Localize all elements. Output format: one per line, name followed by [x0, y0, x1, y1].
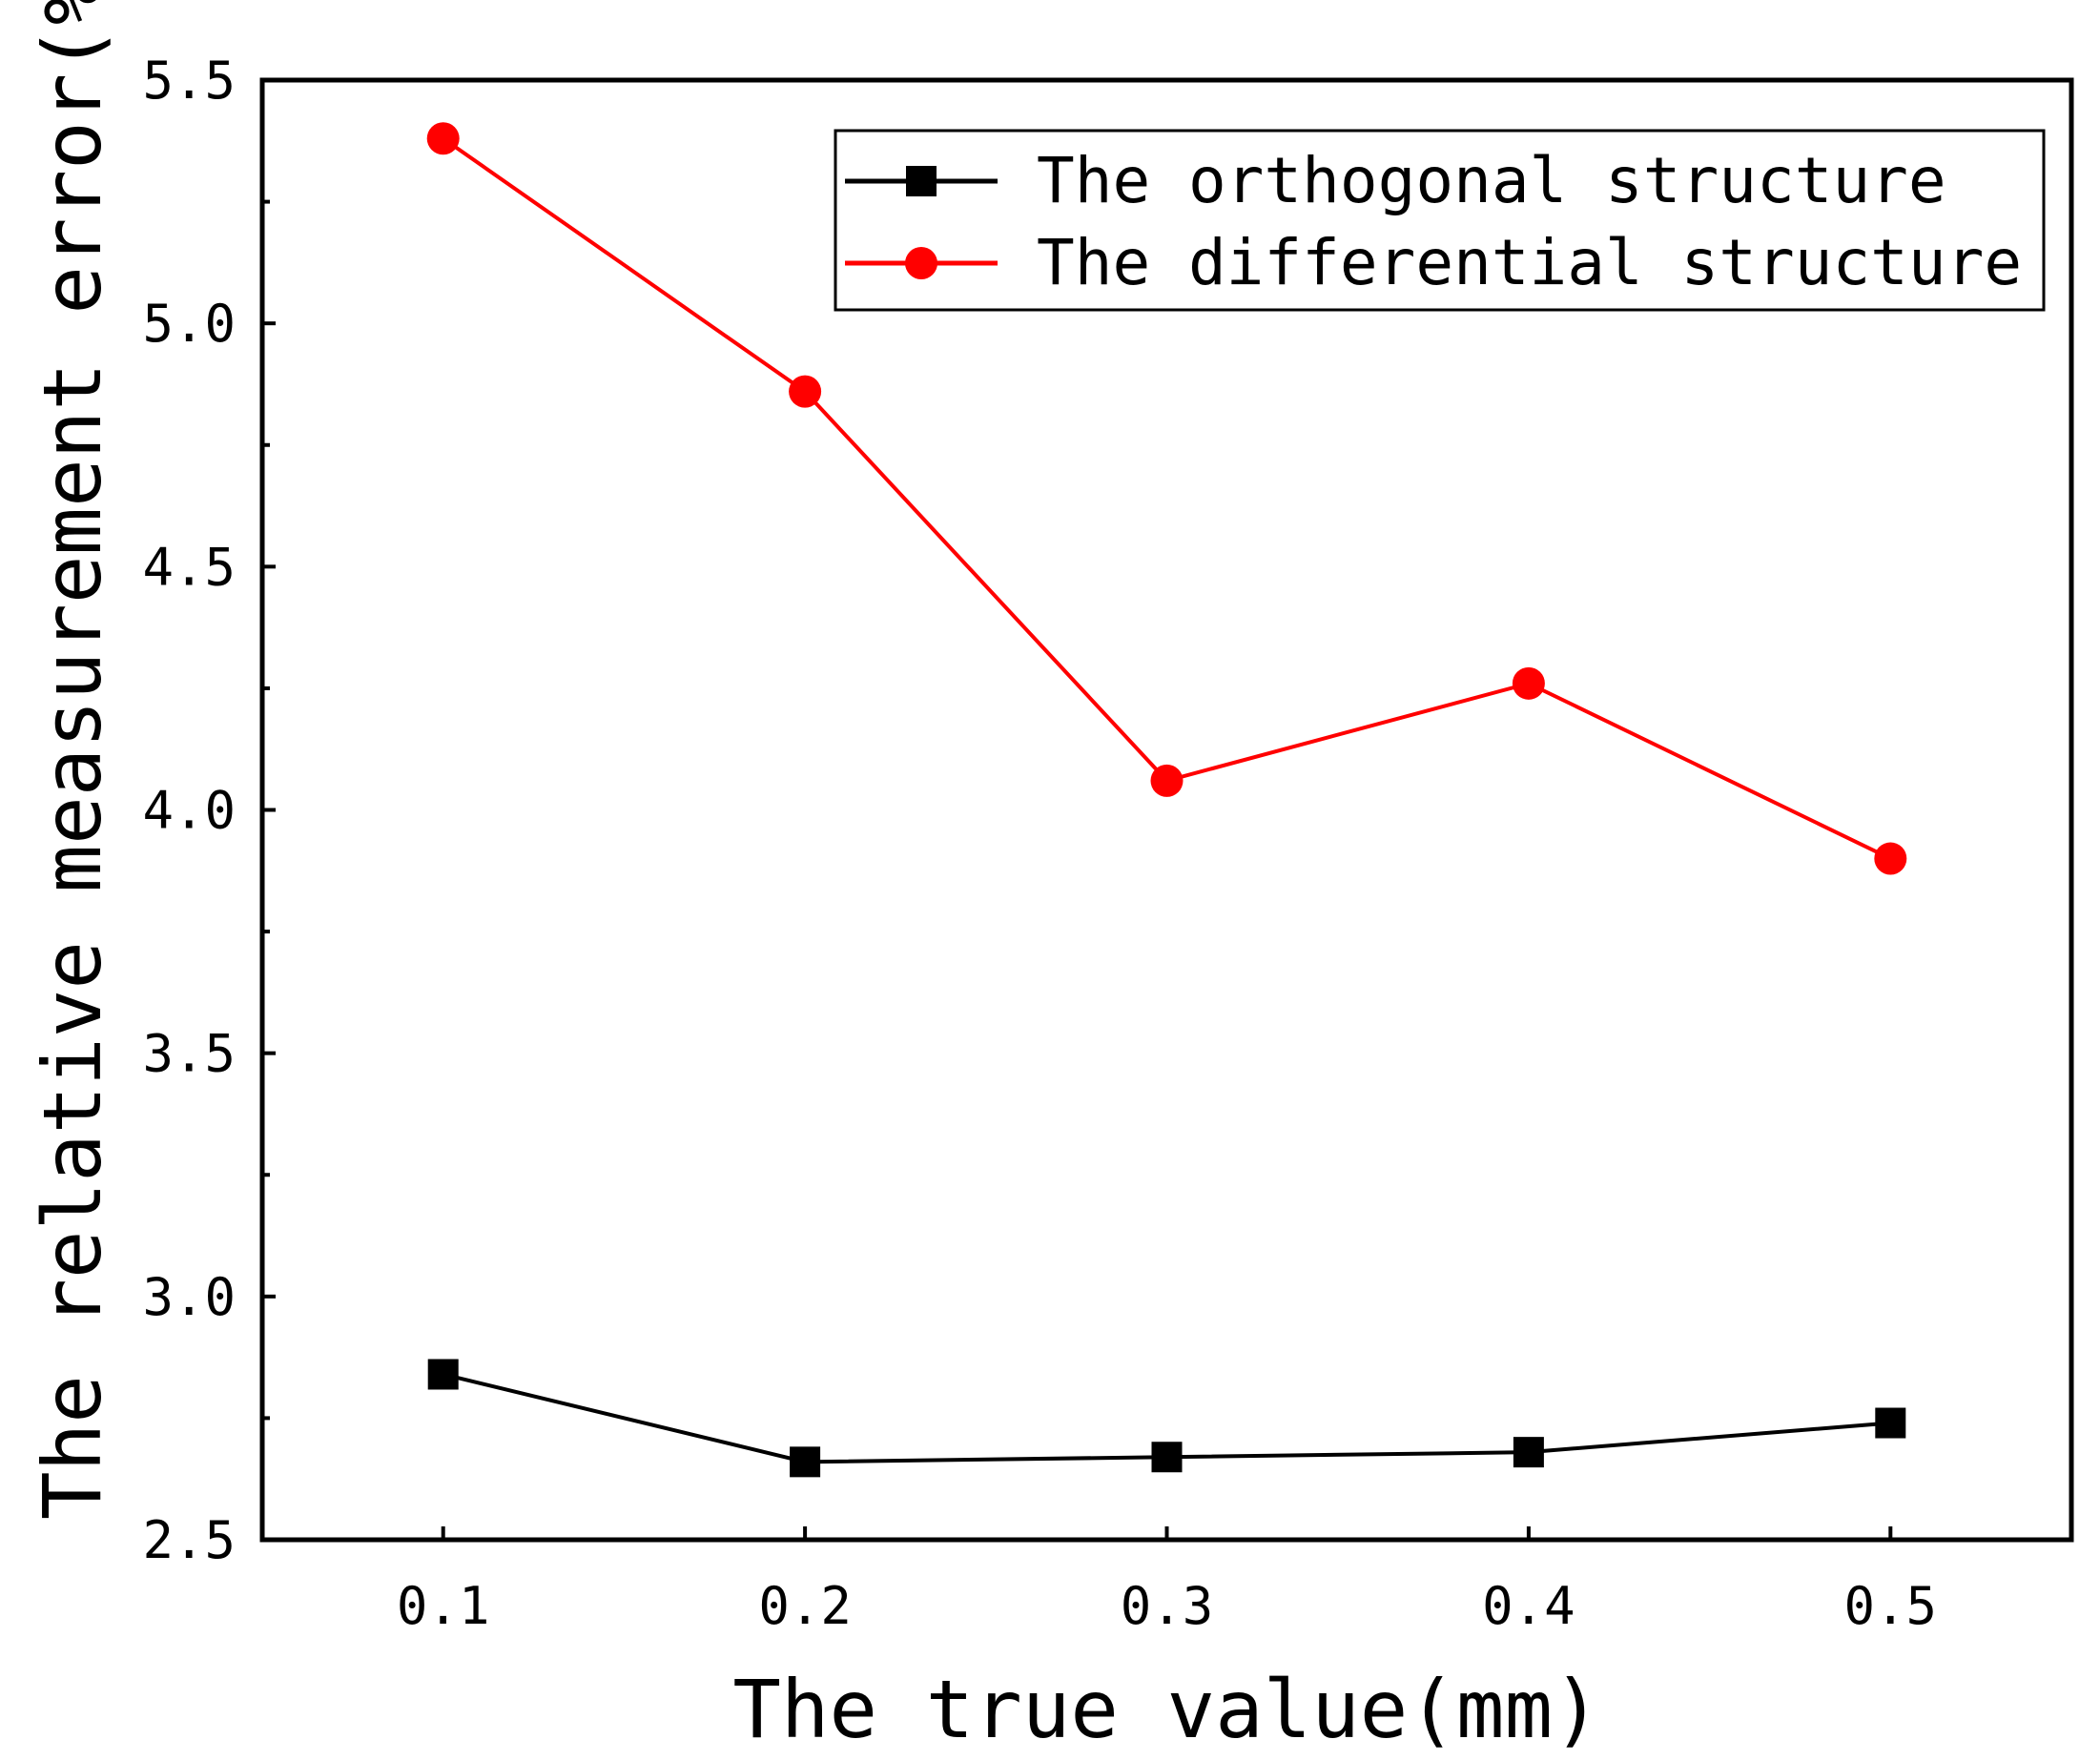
y-tick-label: 4.0	[142, 781, 236, 841]
y-tick-label: 4.5	[142, 537, 236, 597]
data-point	[1150, 764, 1184, 797]
data-point	[1874, 842, 1907, 875]
legend-entries: The orthogonal structure The differential…	[845, 144, 2022, 299]
x-tick-label: 0.3	[1121, 1576, 1214, 1636]
data-point	[427, 1359, 459, 1390]
legend: The orthogonal structure The differential…	[834, 129, 2046, 312]
y-tick-label: 3.5	[142, 1024, 236, 1084]
series-2	[426, 122, 1907, 875]
data-point	[1875, 1407, 1906, 1439]
plot-layer	[426, 122, 1907, 1478]
data-point	[426, 122, 460, 155]
series-1	[427, 1359, 1906, 1478]
data-point	[790, 1446, 821, 1478]
x-tick-label: 0.2	[758, 1576, 852, 1636]
x-axis-title: The true value(mm)	[732, 1663, 1600, 1756]
legend-label: The differential structure	[1037, 226, 2022, 299]
data-point	[1513, 1437, 1544, 1468]
data-point	[1512, 666, 1545, 700]
ticks-layer: 2.5 3.0 3.5 4.0 4.5 5.0 5.5 0.1 0.2 0.3 0.4 0.5	[142, 51, 1937, 1636]
y-tick-label: 3.0	[142, 1267, 236, 1327]
legend-box	[834, 129, 2046, 312]
legend-marker	[906, 166, 937, 196]
data-point	[789, 375, 822, 408]
y-axis-title: The relative measurement error(%)	[26, 0, 119, 1520]
legend-marker	[905, 247, 937, 279]
x-tick-label: 0.4	[1482, 1576, 1575, 1636]
legend-label: The orthogonal structure	[1037, 144, 1946, 217]
x-tick-label: 0.1	[397, 1576, 490, 1636]
y-tick-label: 5.0	[142, 294, 236, 354]
y-tick-label: 5.5	[142, 51, 236, 111]
y-tick-label: 2.5	[142, 1510, 236, 1570]
data-point	[1151, 1442, 1183, 1473]
x-tick-label: 0.5	[1844, 1576, 1938, 1636]
